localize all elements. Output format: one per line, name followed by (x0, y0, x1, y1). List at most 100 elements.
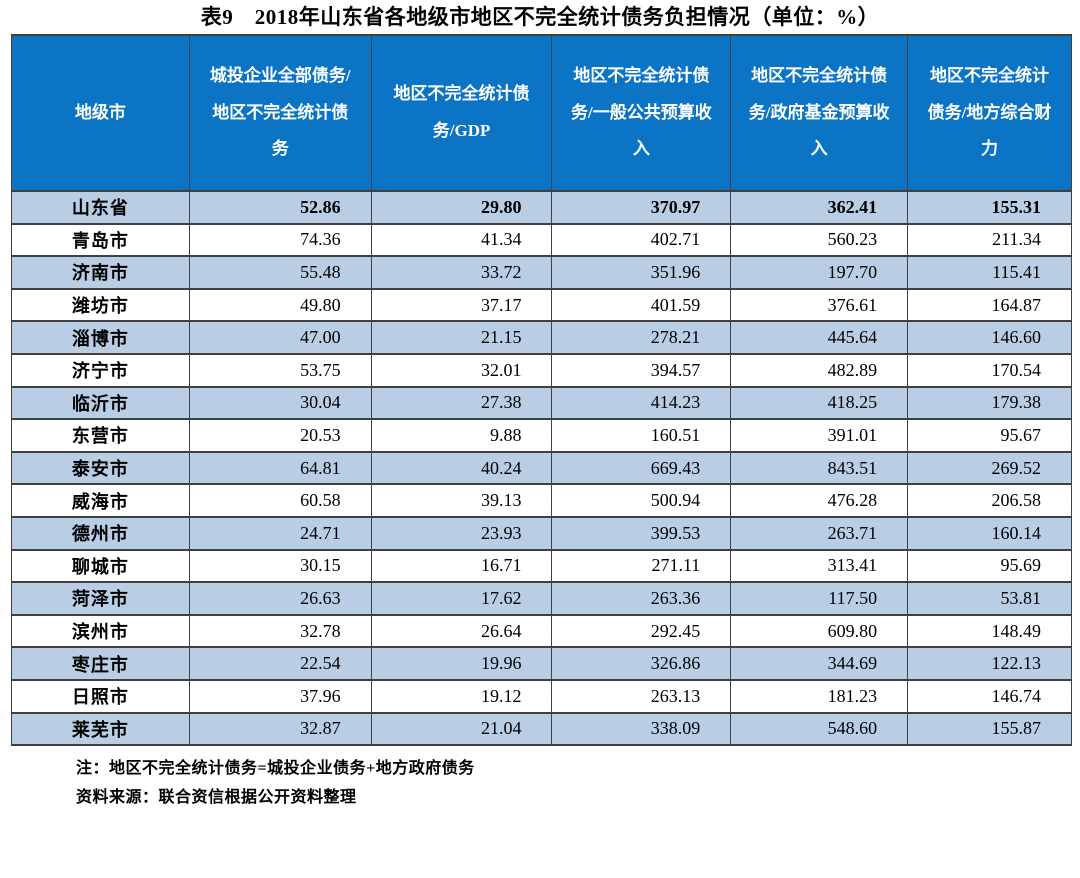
value-cell: 37.17 (370, 287, 553, 323)
table-row: 潍坊市 49.80 37.17 401.59 376.61 164.87 (11, 287, 1072, 323)
column-header-debt-local-finance: 地区不完全统计债务/地方综合财力 (907, 34, 1072, 192)
footnote-definition: 注：地区不完全统计债务=城投企业债务+地方政府债务 (76, 760, 475, 778)
city-name-cell: 滨州市 (11, 613, 190, 649)
value-cell: 30.15 (188, 548, 372, 584)
value-cell: 160.51 (551, 418, 732, 453)
value-cell: 60.58 (188, 483, 372, 518)
value-cell: 160.14 (907, 515, 1072, 551)
table-body: 山东省 52.86 29.80 370.97 362.41 155.31 青岛市 74.36 4… (11, 190, 1072, 747)
value-cell: 55.48 (188, 255, 372, 290)
value-cell: 548.60 (730, 711, 909, 747)
value-cell: 181.23 (730, 678, 909, 714)
value-cell: 179.38 (907, 385, 1072, 421)
city-name-cell: 临沂市 (11, 385, 190, 421)
value-cell: 155.31 (907, 190, 1072, 225)
value-cell: 39.13 (370, 483, 553, 518)
column-header-urban-debt-ratio: 城投企业全部债务/地区不完全统计债务 (188, 34, 372, 192)
value-cell: 22.54 (188, 646, 372, 681)
table-row: 淄博市 47.00 21.15 278.21 445.64 146.60 (11, 320, 1072, 355)
value-cell: 362.41 (730, 190, 909, 225)
value-cell: 399.53 (551, 515, 732, 551)
column-header-debt-fund-budget: 地区不完全统计债务/政府基金预算收入 (730, 34, 909, 192)
city-name-cell: 济南市 (11, 255, 190, 290)
value-cell: 19.96 (370, 646, 553, 681)
value-cell: 32.01 (370, 352, 553, 388)
value-cell: 609.80 (730, 613, 909, 649)
value-cell: 20.53 (188, 418, 372, 453)
table-row: 济南市 55.48 33.72 351.96 197.70 115.41 (11, 255, 1072, 290)
value-cell: 32.87 (188, 711, 372, 747)
value-cell: 402.71 (551, 222, 732, 258)
value-cell: 344.69 (730, 646, 909, 681)
table-row: 东营市 20.53 9.88 160.51 391.01 95.67 (11, 418, 1072, 453)
table-title: 表9 2018年山东省各地级市地区不完全统计债务负担情况（单位：%） (200, 5, 880, 29)
value-cell: 211.34 (907, 222, 1072, 258)
table-row: 德州市 24.71 23.93 399.53 263.71 160.14 (11, 515, 1072, 551)
city-name-cell: 德州市 (11, 515, 190, 551)
value-cell: 164.87 (907, 287, 1072, 323)
value-cell: 27.38 (370, 385, 553, 421)
value-cell: 370.97 (551, 190, 732, 225)
value-cell: 263.13 (551, 678, 732, 714)
footnote-source: 资料来源：联合资信根据公开资料整理 (76, 789, 357, 807)
city-name-cell: 聊城市 (11, 548, 190, 584)
value-cell: 40.24 (370, 450, 553, 486)
column-header-debt-public-budget: 地区不完全统计债务/一般公共预算收入 (551, 34, 732, 192)
header-row: 地级市 城投企业全部债务/地区不完全统计债务 地区不完全统计债务/GDP 地区不… (11, 34, 1072, 192)
column-header-debt-gdp: 地区不完全统计债务/GDP (370, 34, 553, 192)
value-cell: 263.71 (730, 515, 909, 551)
value-cell: 64.81 (188, 450, 372, 486)
value-cell: 26.64 (370, 613, 553, 649)
value-cell: 53.81 (907, 581, 1072, 616)
value-cell: 41.34 (370, 222, 553, 258)
city-name-cell: 潍坊市 (11, 287, 190, 323)
value-cell: 21.15 (370, 320, 553, 355)
value-cell: 30.04 (188, 385, 372, 421)
value-cell: 23.93 (370, 515, 553, 551)
value-cell: 74.36 (188, 222, 372, 258)
city-name-cell: 菏泽市 (11, 581, 190, 616)
value-cell: 391.01 (730, 418, 909, 453)
city-name-cell: 淄博市 (11, 320, 190, 355)
value-cell: 155.87 (907, 711, 1072, 747)
value-cell: 16.71 (370, 548, 553, 584)
value-cell: 394.57 (551, 352, 732, 388)
value-cell: 47.00 (188, 320, 372, 355)
value-cell: 500.94 (551, 483, 732, 518)
table-row: 青岛市 74.36 41.34 402.71 560.23 211.34 (11, 222, 1072, 258)
value-cell: 560.23 (730, 222, 909, 258)
value-cell: 418.25 (730, 385, 909, 421)
value-cell: 117.50 (730, 581, 909, 616)
value-cell: 148.49 (907, 613, 1072, 649)
value-cell: 95.67 (907, 418, 1072, 453)
value-cell: 37.96 (188, 678, 372, 714)
value-cell: 17.62 (370, 581, 553, 616)
table-row: 山东省 52.86 29.80 370.97 362.41 155.31 (11, 190, 1072, 225)
value-cell: 482.89 (730, 352, 909, 388)
value-cell: 278.21 (551, 320, 732, 355)
value-cell: 52.86 (188, 190, 372, 225)
table-row: 临沂市 30.04 27.38 414.23 418.25 179.38 (11, 385, 1072, 421)
city-name-cell: 威海市 (11, 483, 190, 518)
value-cell: 669.43 (551, 450, 732, 486)
value-cell: 122.13 (907, 646, 1072, 681)
city-name-cell: 日照市 (11, 678, 190, 714)
value-cell: 49.80 (188, 287, 372, 323)
table-row: 滨州市 32.78 26.64 292.45 609.80 148.49 (11, 613, 1072, 649)
value-cell: 843.51 (730, 450, 909, 486)
value-cell: 53.75 (188, 352, 372, 388)
value-cell: 206.58 (907, 483, 1072, 518)
value-cell: 170.54 (907, 352, 1072, 388)
value-cell: 401.59 (551, 287, 732, 323)
city-name-cell: 济宁市 (11, 352, 190, 388)
value-cell: 26.63 (188, 581, 372, 616)
value-cell: 292.45 (551, 613, 732, 649)
value-cell: 351.96 (551, 255, 732, 290)
table-row: 菏泽市 26.63 17.62 263.36 117.50 53.81 (11, 581, 1072, 616)
value-cell: 263.36 (551, 581, 732, 616)
value-cell: 338.09 (551, 711, 732, 747)
value-cell: 21.04 (370, 711, 553, 747)
city-name-cell: 青岛市 (11, 222, 190, 258)
value-cell: 197.70 (730, 255, 909, 290)
